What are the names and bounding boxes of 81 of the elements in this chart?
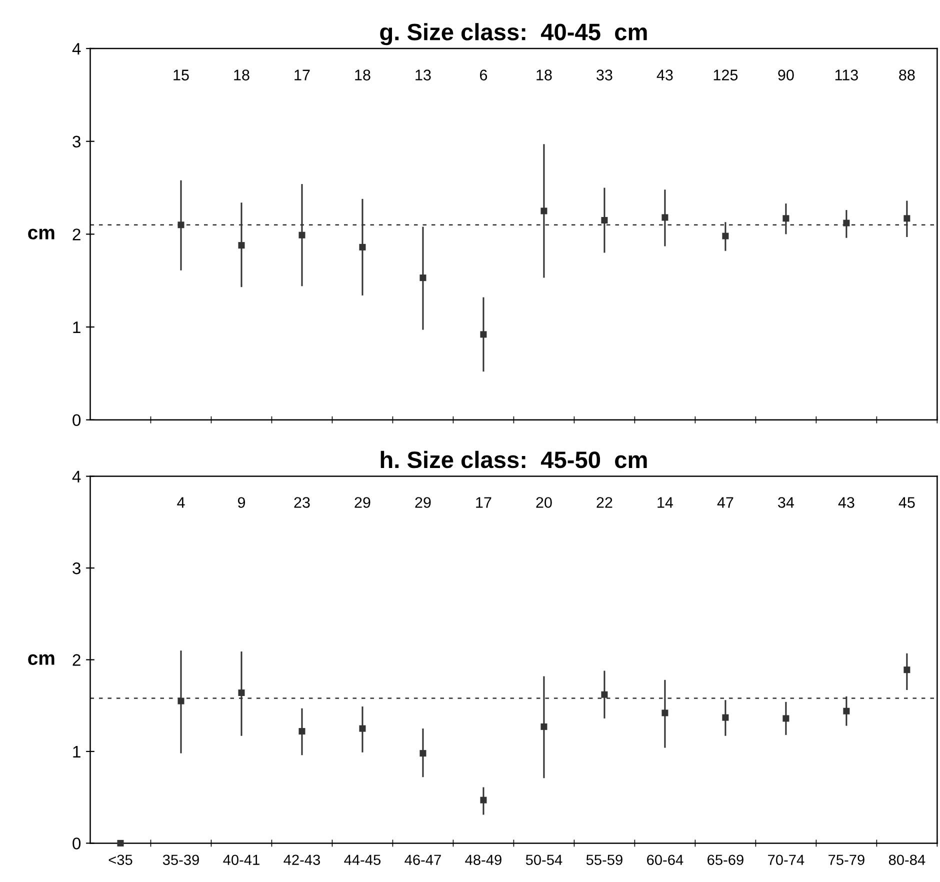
annotation: 34	[778, 497, 794, 508]
point	[722, 714, 729, 721]
annotation: 18	[355, 70, 370, 80]
point	[782, 215, 790, 222]
point	[298, 728, 306, 735]
annotation: 43	[656, 70, 673, 80]
y-tick-label: 3	[72, 136, 80, 148]
y-tick-label: 0	[72, 838, 81, 850]
y-tick-label: 4	[72, 43, 81, 55]
point	[359, 244, 366, 250]
x-tick-label: 80-84	[888, 854, 926, 866]
x-tick-label: 55-59	[586, 854, 622, 866]
point	[178, 222, 184, 228]
x-tick-label: 70-74	[768, 854, 804, 866]
y-axis-title: cm	[28, 228, 54, 240]
y-tick-label: 2	[72, 228, 80, 240]
annotation: 88	[899, 70, 915, 80]
x-tick-label: 42-43	[284, 854, 320, 866]
point	[238, 242, 245, 249]
point	[601, 691, 608, 698]
annotation: 47	[717, 497, 734, 508]
point	[480, 331, 487, 338]
y-tick-label: 2	[72, 654, 80, 666]
annotation: 17	[476, 497, 492, 508]
y-axis-title: cm	[28, 654, 54, 665]
y-tick-label: 1	[73, 322, 80, 334]
point	[662, 214, 668, 221]
annotation: 18	[536, 70, 552, 80]
annotation: 18	[234, 70, 250, 80]
point	[117, 840, 124, 846]
annotation: 29	[354, 497, 370, 508]
annotation: 6	[480, 70, 488, 80]
point	[540, 208, 548, 214]
annotation: 113	[835, 70, 858, 80]
x-tick-label: 48-49	[465, 854, 502, 866]
x-tick-label: 65-69	[708, 854, 744, 866]
annotation: 125	[714, 70, 738, 80]
point	[420, 750, 426, 757]
annotation: 9	[238, 497, 246, 508]
x-tick-label: 44-45	[344, 854, 381, 866]
point	[298, 232, 306, 238]
chart-title: h. Size class: 45-50 cm	[380, 450, 647, 468]
point	[540, 723, 548, 730]
x-tick-label: 35-39	[162, 854, 199, 866]
point	[238, 690, 245, 696]
y-tick-label: 4	[72, 470, 81, 482]
x-tick-label: 40-41	[223, 854, 260, 866]
y-tick-label: 0	[72, 414, 81, 426]
point	[420, 274, 426, 282]
annotation: 43	[838, 497, 854, 508]
x-tick-label: 60-64	[647, 854, 684, 866]
y-tick-label: 3	[72, 562, 80, 574]
annotation: 20	[536, 497, 552, 508]
point	[904, 215, 910, 222]
annotation: 14	[658, 497, 673, 508]
point	[843, 708, 850, 714]
point	[722, 232, 729, 240]
annotation: 33	[596, 70, 612, 80]
point	[843, 220, 850, 226]
point	[782, 715, 790, 722]
annotation: 13	[416, 70, 431, 80]
y-tick-label: 1	[73, 746, 80, 758]
chart-title: g. Size class: 40-45 cm	[380, 23, 647, 46]
annotation: 45	[898, 497, 915, 508]
x-tick-label: 46-47	[404, 854, 441, 866]
point	[662, 710, 668, 716]
x-tick-label: <35	[108, 854, 132, 866]
annotation: 4	[177, 497, 185, 508]
annotation: 22	[596, 497, 612, 508]
point	[601, 216, 608, 224]
point	[359, 725, 366, 732]
point	[904, 666, 910, 674]
annotation: 15	[174, 70, 189, 80]
x-tick-label: 50-54	[526, 854, 562, 866]
point	[480, 796, 487, 804]
annotation: 90	[778, 70, 794, 80]
x-tick-label: 75-79	[828, 854, 864, 866]
annotation: 29	[415, 497, 431, 508]
annotation: 17	[294, 70, 310, 80]
annotation: 23	[294, 497, 310, 508]
point	[178, 698, 184, 704]
